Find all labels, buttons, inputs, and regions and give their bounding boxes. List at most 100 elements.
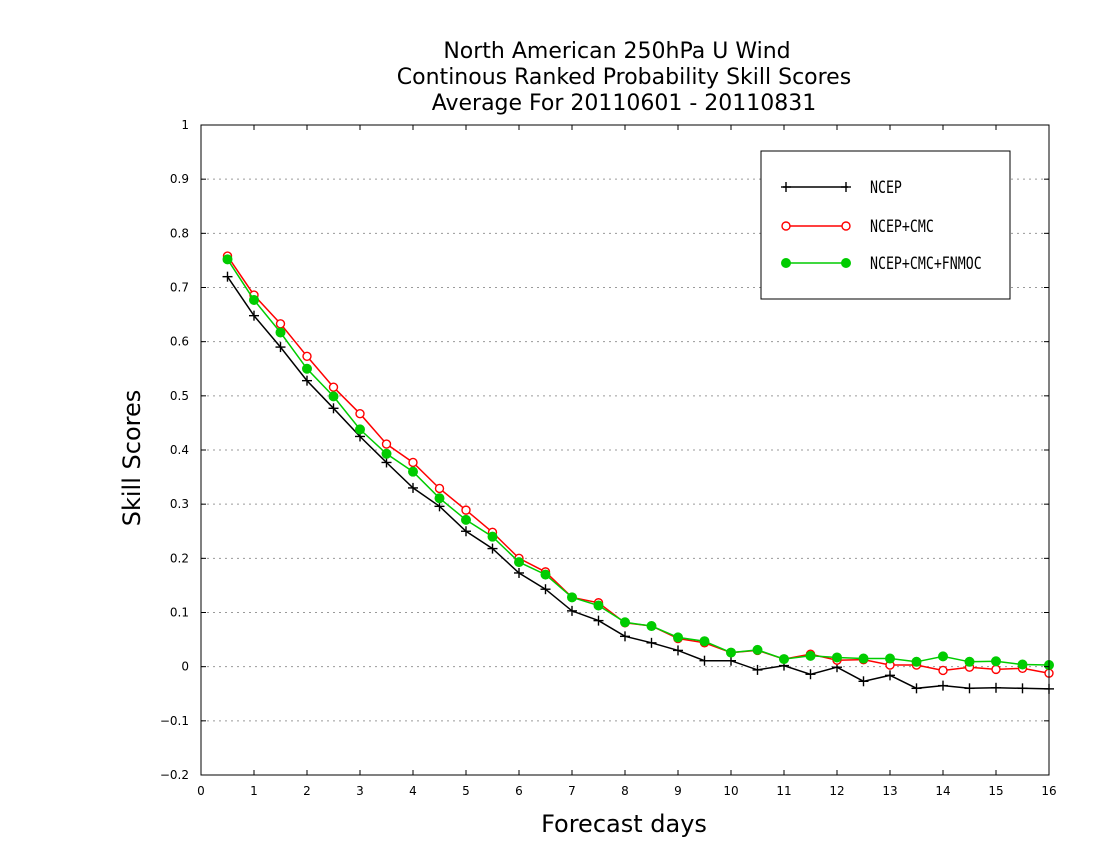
ncep-cmc-fnmoc-point [434,493,445,504]
ncep-cmc-fnmoc-point [726,647,736,658]
ncep-point [699,655,710,666]
legend-ncep-cmc-point [781,221,791,231]
series-ncep-cmc [222,251,1054,678]
ncep-point [858,676,869,687]
ncep-point [964,683,975,694]
ncep-cmc-fnmoc-point [408,466,418,477]
y-tick-label: 1 [181,118,189,132]
y-tick-label: 0.6 [170,335,189,349]
x-tick-label: 1 [250,784,258,798]
legend-item-ncep: NCEP [781,177,902,197]
ncep-cmc-fnmoc-point [461,514,471,525]
x-tick-label: 8 [621,784,629,798]
series-ncep [222,271,1054,694]
ncep-cmc-fnmoc-point [567,592,577,603]
ncep-point [1017,683,1028,694]
ncep-point [408,482,418,493]
y-tick-label: 0.3 [170,497,189,511]
ncep-cmc-fnmoc-point [832,652,842,663]
y-tick-label: 0.5 [170,389,189,403]
series-line-ncep [226,276,1050,690]
x-tick-label: 4 [409,784,417,798]
x-tick-label: 12 [829,784,844,798]
ncep-cmc-fnmoc-point [858,653,869,664]
ncep-point [752,664,763,675]
x-tick-label: 16 [1041,784,1056,798]
ncep-cmc-fnmoc-point [540,569,551,580]
legend-ncep-point [781,182,791,192]
x-tick-label: 0 [197,784,205,798]
ncep-cmc-fnmoc-point [222,254,233,265]
ncep-cmc-fnmoc-point [1017,659,1028,670]
y-tick-label: 0.8 [170,226,189,240]
ncep-cmc-point [991,664,1001,675]
ncep-point [222,271,233,282]
x-tick-label: 14 [935,784,950,798]
x-tick-label: 9 [674,784,682,798]
y-tick-label: 0.7 [170,281,189,295]
ncep-point [249,310,259,321]
y-tick-label: 0.1 [170,606,189,620]
ncep-cmc-fnmoc-point [911,656,922,667]
legend-label: NCEP+CMC+FNMOC [870,253,982,273]
ncep-cmc-point [302,351,312,361]
series-line-ncep-cmc [226,255,1050,674]
series-line-ncep-cmc-fnmoc [226,258,1050,666]
series-layer [222,251,1054,694]
ncep-cmc-point [355,409,365,419]
legend-label: NCEP [870,177,902,197]
legend-ncep-point [841,182,851,192]
ncep-cmc-fnmoc-point [275,327,286,338]
ncep-cmc-fnmoc-point [381,448,392,459]
y-tick-label: 0.9 [170,172,189,186]
ncep-cmc-point [328,382,339,392]
legend-box [760,150,1011,300]
y-tick-label: −0.1 [160,714,189,728]
ncep-point [593,615,604,626]
ncep-cmc-fnmoc-point [779,654,789,665]
ncep-cmc-point [938,665,948,676]
ncep-point [381,457,392,468]
ncep-cmc-fnmoc-point [328,391,339,402]
ncep-cmc-point [434,483,445,494]
x-axis-label: Forecast days [541,810,707,838]
x-tick-label: 3 [356,784,364,798]
legend-ncep-cmc-fnmoc-point [841,258,851,268]
y-tick-label: −0.2 [160,768,189,782]
chart-title-line-3: Average For 20110601 - 20110831 [432,91,817,116]
ncep-cmc-fnmoc-point [991,656,1001,667]
ncep-cmc-fnmoc-point [938,651,948,662]
y-tick-label: 0.4 [170,443,189,457]
ncep-point [540,584,551,595]
ncep-point [514,567,524,578]
chart-title-line-1: North American 250hPa U Wind [443,39,790,64]
ncep-cmc-fnmoc-point [699,636,710,647]
legend-ncep-cmc-fnmoc-point [781,258,791,268]
ncep-point [911,683,922,694]
ncep-point [805,669,816,680]
ncep-point [673,645,683,656]
ncep-cmc-fnmoc-point [302,363,312,374]
ncep-point [991,682,1001,693]
legend-item-ncep-cmc-fnmoc: NCEP+CMC+FNMOC [781,253,982,273]
ncep-point [885,670,895,681]
ncep-cmc-fnmoc-point [620,617,630,628]
series-ncep-cmc-fnmoc [222,254,1054,671]
ncep-cmc-fnmoc-point [355,424,365,435]
ncep-cmc-fnmoc-point [805,650,816,661]
ncep-cmc-point [275,319,286,329]
ncep-cmc-fnmoc-point [673,632,683,643]
ncep-cmc-point [408,457,418,468]
x-tick-label: 2 [303,784,311,798]
ncep-point [302,375,312,386]
ncep-cmc-fnmoc-point [646,621,657,632]
x-tick-label: 7 [568,784,576,798]
ncep-cmc-fnmoc-point [593,600,604,611]
x-tick-label: 11 [776,784,791,798]
ncep-point [567,605,577,616]
legend-ncep-cmc-point [841,221,851,231]
ncep-point [328,403,339,414]
ncep-cmc-fnmoc-point [514,557,524,568]
chart-title-line-2: Continous Ranked Probability Skill Score… [397,65,851,90]
